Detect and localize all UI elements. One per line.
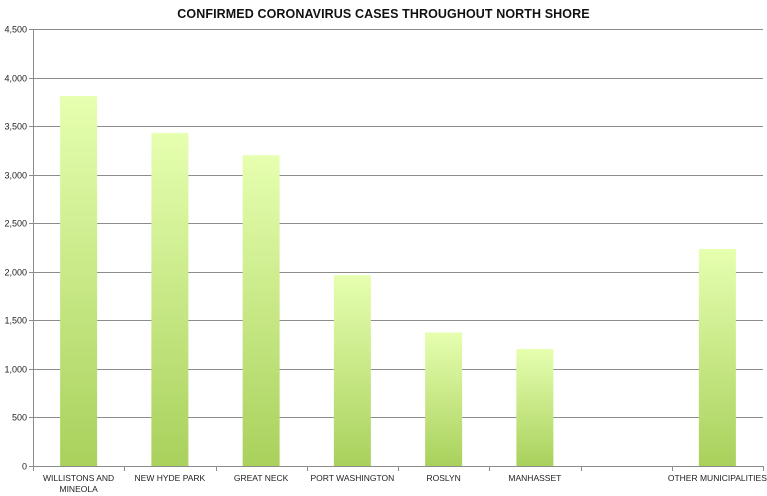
y-tick-label: 1,500 (4, 316, 27, 326)
chart-title: CONFIRMED CORONAVIRUS CASES THROUGHOUT N… (177, 7, 590, 21)
bar (516, 348, 554, 466)
axis-labels: 0 500 1,000 1,500 2,000 2,500 3,000 3,500 4,000 4… (4, 25, 767, 495)
x-category-label: GREAT NECK (234, 473, 289, 483)
x-category-label: MINEOLA (59, 484, 98, 494)
bar (425, 332, 463, 466)
x-category-label: NEW HYDE PARK (135, 473, 206, 483)
y-tick-label: 0 (22, 462, 27, 472)
bar (60, 96, 98, 467)
y-tick-label: 1,000 (4, 365, 27, 375)
y-tick-label: 4,500 (4, 25, 27, 35)
y-tick-label: 4,000 (4, 74, 27, 84)
bars (60, 96, 736, 467)
x-category-label: MANHASSET (508, 473, 561, 483)
y-tick-label: 3,000 (4, 171, 27, 181)
bar (242, 155, 280, 466)
bar (151, 132, 189, 467)
axes (29, 29, 764, 471)
y-tick-label: 2,500 (4, 219, 27, 229)
x-category-label: PORT WASHINGTON (310, 473, 394, 483)
x-category-label: OTHER MUNICIPALITIES (668, 473, 767, 483)
x-category-label: ROSLYN (426, 473, 460, 483)
y-tick-label: 500 (12, 413, 27, 423)
gridlines (33, 29, 763, 418)
x-category-label: WILLISTONS AND (43, 473, 114, 483)
bar (333, 275, 371, 466)
y-tick-label: 3,500 (4, 122, 27, 132)
y-tick-label: 2,000 (4, 268, 27, 278)
bar (698, 248, 736, 466)
